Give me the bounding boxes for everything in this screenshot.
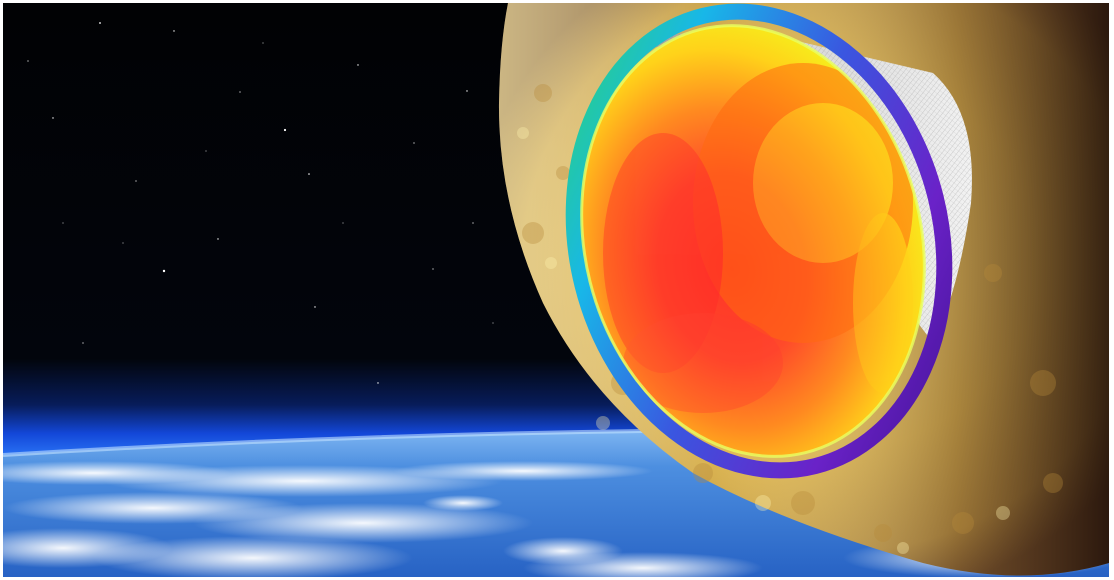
star-field	[27, 22, 494, 384]
heat-shield	[565, 3, 953, 479]
reentry-scene	[3, 3, 1109, 577]
scene-canvas	[3, 3, 1109, 577]
